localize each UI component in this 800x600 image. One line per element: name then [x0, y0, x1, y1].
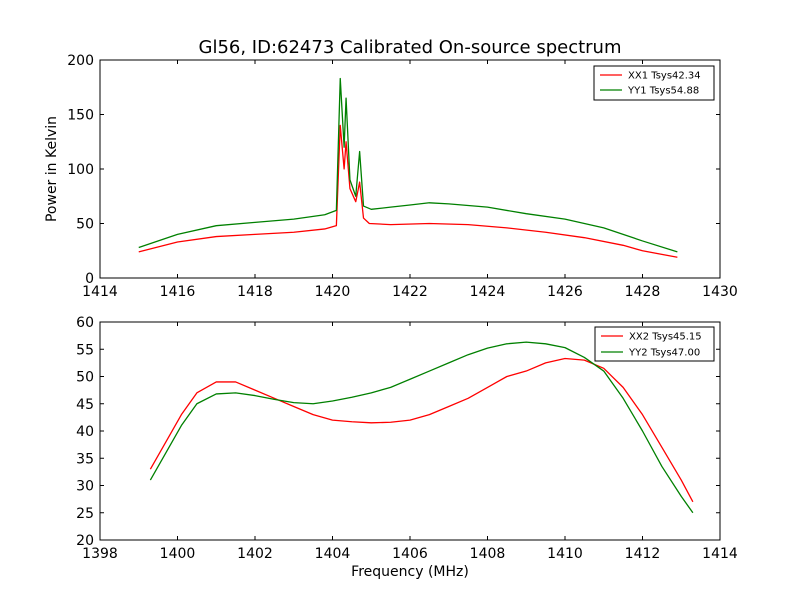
series-line-yy2	[149, 341, 694, 514]
y-tick-label: 55	[76, 342, 94, 358]
y-tick-label: 150	[67, 108, 94, 124]
top-chart: Gl56, ID:62473 Calibrated On-source spec…	[44, 37, 738, 300]
y-tick-label: 20	[76, 533, 94, 549]
x-tick-label: 1414	[82, 284, 118, 300]
x-axis-label: Frequency (MHz)	[351, 564, 469, 580]
legend-label-xx1: XX1 Tsys42.34	[628, 71, 701, 82]
x-tick-label: 1404	[315, 546, 351, 562]
x-tick-label: 1414	[702, 546, 738, 562]
x-tick-label: 1406	[392, 546, 428, 562]
legend-label-xx2: XX2 Tsys45.15	[629, 332, 702, 343]
y-tick-label: 30	[76, 479, 94, 495]
x-tick-label: 1410	[547, 546, 583, 562]
legend-label-yy2: YY2 Tsys47.00	[628, 348, 700, 359]
x-tick-label: 1418	[237, 284, 273, 300]
x-tick-label: 1430	[702, 284, 738, 300]
x-tick-label: 1428	[625, 284, 661, 300]
x-tick-label: 1422	[392, 284, 428, 300]
x-tick-label: 1420	[315, 284, 351, 300]
legend-label-yy1: YY1 Tsys54.88	[627, 86, 699, 97]
legend-box	[594, 326, 715, 362]
legend: XX2 Tsys45.15 YY2 Tsys47.00	[594, 326, 715, 362]
x-tick-label: 1416	[160, 284, 196, 300]
x-tick-label: 1424	[470, 284, 506, 300]
bottom-chart: Frequency (MHz) 1398 1400 1402 1404 1406 1408…	[76, 315, 738, 580]
y-tick-label: 50	[76, 370, 94, 386]
tick-layer: 1414 1416 1418 1420 1422 1424 1426 1428 1430 0 50 1…	[67, 53, 738, 300]
y-tick-label: 0	[85, 271, 94, 287]
y-tick-label: 35	[76, 451, 94, 467]
y-tick-label: 100	[67, 162, 94, 178]
series-layer	[149, 341, 694, 514]
y-tick-label: 45	[76, 397, 94, 413]
x-tick-label: 1426	[547, 284, 583, 300]
series-line-xx1	[138, 124, 678, 258]
x-tick-label: 1398	[82, 546, 118, 562]
legend: XX1 Tsys42.34 YY1 Tsys54.88	[593, 65, 715, 101]
legend-box	[593, 65, 715, 101]
series-line-yy1	[138, 77, 678, 253]
chart-title: Gl56, ID:62473 Calibrated On-source spec…	[199, 37, 622, 58]
y-axis-label: Power in Kelvin	[44, 116, 60, 222]
y-tick-label: 40	[76, 424, 94, 440]
series-line-xx2	[149, 357, 694, 503]
x-tick-label: 1402	[237, 546, 273, 562]
x-tick-label: 1412	[625, 546, 661, 562]
y-tick-label: 200	[67, 53, 94, 69]
x-tick-label: 1408	[470, 546, 506, 562]
x-tick-label: 1400	[160, 546, 196, 562]
series-layer	[138, 77, 678, 258]
tick-layer: 1398 1400 1402 1404 1406 1408 1410 1412 1414 20 25…	[76, 315, 738, 562]
y-tick-label: 25	[76, 506, 94, 522]
y-tick-label: 50	[76, 217, 94, 233]
y-tick-label: 60	[76, 315, 94, 331]
